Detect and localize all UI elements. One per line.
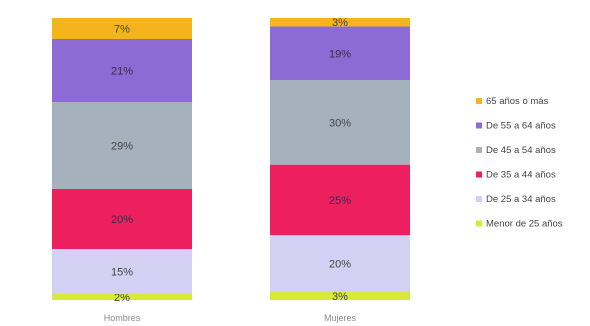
legend-swatch [476, 147, 482, 153]
bars-group: 2% 15% 20% 29% 21% 7% 3% 20% 25% 30% 19% 3% [52, 17, 410, 304]
legend-entry: De 35 a 44 años [486, 170, 556, 181]
category-labels: Hombres Mujeres [104, 313, 357, 323]
bar-segment [52, 249, 192, 294]
legend: 65 años o más De 55 a 64 años De 45 a 54 a… [476, 96, 563, 230]
data-label: 2% [114, 292, 130, 304]
bar-segment [52, 102, 192, 189]
bar-segment [270, 26, 410, 81]
data-label: 20% [329, 258, 351, 270]
legend-entry: Menor de 25 años [486, 219, 563, 230]
legend-entry: 65 años o más [486, 96, 549, 107]
bar-segment [52, 294, 192, 300]
bar-segment [52, 39, 192, 102]
data-label: 21% [111, 66, 133, 78]
legend-entry: De 45 a 54 años [486, 145, 556, 156]
bar-segment [52, 18, 192, 39]
category-label: Hombres [104, 313, 141, 323]
data-label: 20% [111, 214, 133, 226]
data-label: 30% [329, 117, 351, 129]
data-label: 3% [332, 17, 348, 29]
bar-segment [270, 291, 410, 300]
category-label: Mujeres [324, 313, 357, 323]
legend-swatch [476, 122, 482, 129]
bar-segment [270, 235, 410, 292]
bar-segment [270, 18, 410, 27]
data-label: 15% [111, 267, 133, 279]
legend-swatch [476, 171, 482, 178]
legend-swatch [476, 98, 482, 104]
legend-swatch [476, 220, 482, 227]
bar-segment [52, 189, 192, 249]
legend-swatch [476, 196, 482, 202]
data-label: 29% [111, 141, 133, 153]
data-label: 7% [114, 24, 130, 36]
data-label: 3% [332, 291, 348, 303]
legend-entry: De 55 a 64 años [486, 121, 556, 132]
bar-segment [270, 80, 410, 165]
data-label: 19% [329, 48, 351, 60]
bar-segment [270, 164, 410, 236]
legend-entry: De 25 a 34 años [486, 194, 556, 205]
data-label: 25% [329, 195, 351, 207]
